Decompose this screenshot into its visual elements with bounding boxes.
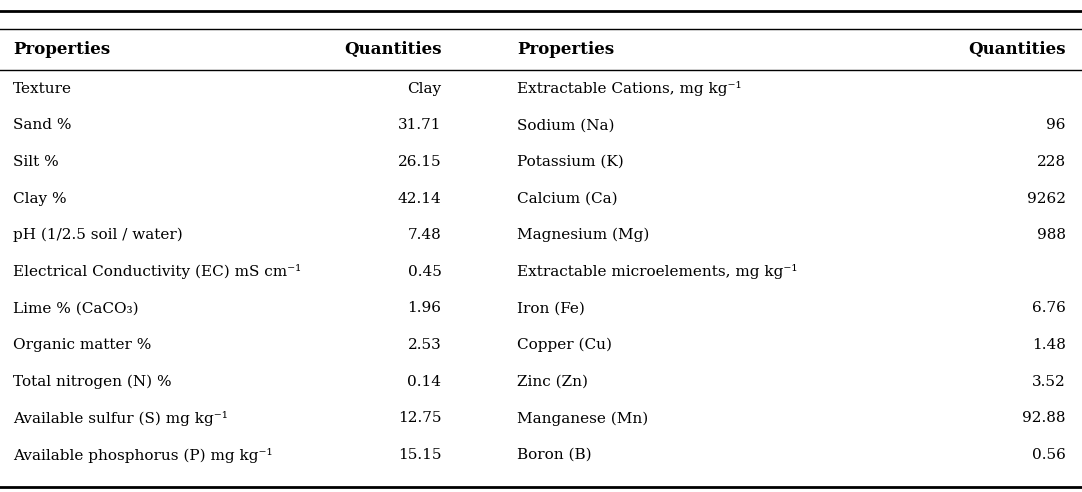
Text: Properties: Properties	[13, 41, 110, 58]
Text: pH (1/2.5 soil / water): pH (1/2.5 soil / water)	[13, 228, 183, 243]
Text: Available phosphorus (P) mg kg⁻¹: Available phosphorus (P) mg kg⁻¹	[13, 448, 273, 462]
Text: 12.75: 12.75	[398, 411, 441, 426]
Text: 1.96: 1.96	[408, 302, 441, 315]
Text: 0.14: 0.14	[408, 375, 441, 389]
Text: Potassium (K): Potassium (K)	[517, 155, 624, 169]
Text: 988: 988	[1037, 228, 1066, 242]
Text: Zinc (Zn): Zinc (Zn)	[517, 375, 589, 389]
Text: 42.14: 42.14	[398, 191, 441, 206]
Text: Quantities: Quantities	[968, 41, 1066, 58]
Text: 7.48: 7.48	[408, 228, 441, 242]
Text: 6.76: 6.76	[1032, 302, 1066, 315]
Text: 228: 228	[1037, 155, 1066, 169]
Text: 26.15: 26.15	[398, 155, 441, 169]
Text: 3.52: 3.52	[1032, 375, 1066, 389]
Text: 9262: 9262	[1027, 191, 1066, 206]
Text: Clay %: Clay %	[13, 191, 67, 206]
Text: Boron (B): Boron (B)	[517, 448, 592, 462]
Text: Magnesium (Mg): Magnesium (Mg)	[517, 228, 649, 243]
Text: 96: 96	[1046, 118, 1066, 132]
Text: 0.56: 0.56	[1032, 448, 1066, 462]
Text: Extractable Cations, mg kg⁻¹: Extractable Cations, mg kg⁻¹	[517, 81, 742, 96]
Text: Iron (Fe): Iron (Fe)	[517, 302, 585, 315]
Text: Available sulfur (S) mg kg⁻¹: Available sulfur (S) mg kg⁻¹	[13, 411, 228, 426]
Text: 1.48: 1.48	[1032, 338, 1066, 352]
Text: Calcium (Ca): Calcium (Ca)	[517, 191, 618, 206]
Text: 15.15: 15.15	[398, 448, 441, 462]
Text: Copper (Cu): Copper (Cu)	[517, 338, 612, 352]
Text: Extractable microelements, mg kg⁻¹: Extractable microelements, mg kg⁻¹	[517, 264, 797, 279]
Text: Sodium (Na): Sodium (Na)	[517, 118, 615, 132]
Text: Manganese (Mn): Manganese (Mn)	[517, 411, 648, 426]
Text: Lime % (CaCO₃): Lime % (CaCO₃)	[13, 302, 138, 315]
Text: Texture: Texture	[13, 82, 72, 95]
Text: Sand %: Sand %	[13, 118, 71, 132]
Text: Total nitrogen (N) %: Total nitrogen (N) %	[13, 374, 172, 389]
Text: 31.71: 31.71	[398, 118, 441, 132]
Text: Electrical Conductivity (EC) mS cm⁻¹: Electrical Conductivity (EC) mS cm⁻¹	[13, 264, 301, 279]
Text: Organic matter %: Organic matter %	[13, 338, 151, 352]
Text: Quantities: Quantities	[344, 41, 441, 58]
Text: 2.53: 2.53	[408, 338, 441, 352]
Text: Properties: Properties	[517, 41, 615, 58]
Text: Silt %: Silt %	[13, 155, 58, 169]
Text: 0.45: 0.45	[408, 265, 441, 279]
Text: Clay: Clay	[407, 82, 441, 95]
Text: 92.88: 92.88	[1022, 411, 1066, 426]
